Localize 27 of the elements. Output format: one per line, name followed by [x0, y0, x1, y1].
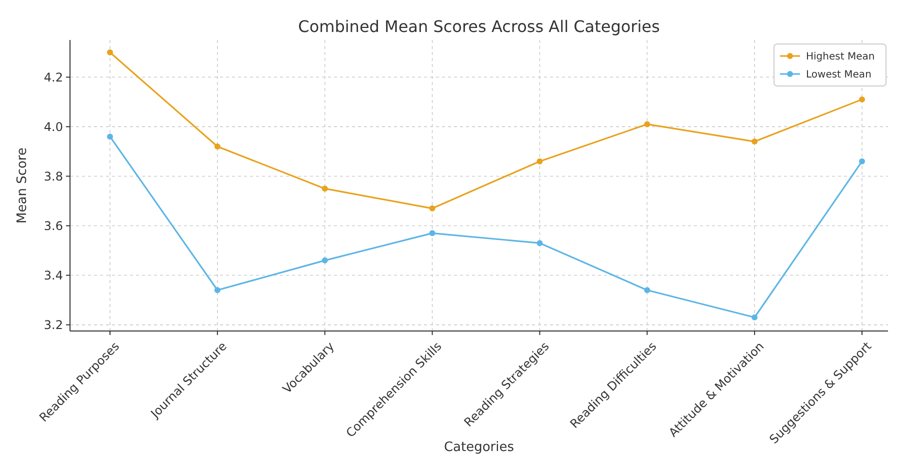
point: [322, 186, 328, 192]
y-tick-label: 4.0: [44, 120, 63, 134]
point: [644, 121, 650, 128]
legend-label: Lowest Mean: [806, 70, 872, 80]
y-tick-label: 4.2: [44, 70, 63, 84]
point: [859, 96, 865, 102]
point: [536, 240, 543, 246]
y-tick-label: 3.8: [44, 169, 63, 184]
point: [107, 134, 113, 140]
y-tick-label: 3.2: [44, 318, 63, 332]
y-tick-label: 3.6: [44, 218, 63, 233]
y-axis-title: Mean Score: [15, 148, 30, 224]
point: [752, 138, 758, 145]
chart-title: Combined Mean Scores Across All Categories: [298, 17, 660, 36]
y-tick-label: 3.4: [44, 268, 63, 282]
point: [429, 230, 436, 236]
point: [322, 257, 328, 264]
legend-label: Highest Mean: [806, 52, 875, 62]
point: [214, 143, 220, 150]
point: [107, 49, 113, 56]
point: [644, 287, 650, 294]
point: [214, 287, 220, 294]
point: [429, 205, 436, 212]
point: [859, 158, 865, 164]
x-axis-title: Categories: [444, 440, 514, 455]
point: [536, 158, 543, 164]
point: [752, 314, 758, 320]
